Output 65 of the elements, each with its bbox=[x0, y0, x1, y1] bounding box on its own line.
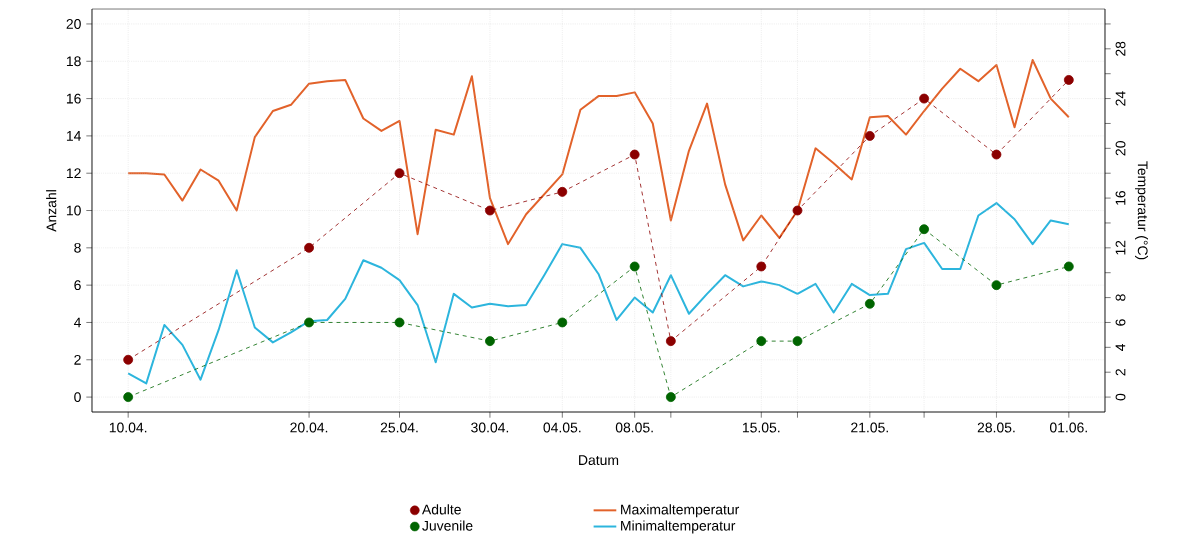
y-tick-label: 6 bbox=[74, 280, 81, 291]
x-tick-label: 20.04. bbox=[290, 422, 328, 433]
point bbox=[756, 336, 767, 347]
x-tick-label: 25.04. bbox=[380, 422, 418, 433]
y2-tick-label: 24 bbox=[1115, 91, 1126, 106]
y2-tick-label: 4 bbox=[1115, 343, 1126, 351]
point bbox=[756, 261, 767, 272]
legend-label: Maximaltemperatur bbox=[621, 504, 740, 518]
y-tick-label: 12 bbox=[66, 168, 81, 179]
point bbox=[792, 205, 803, 216]
x-tick-label: 21.05. bbox=[851, 422, 888, 433]
y-tick-label: 0 bbox=[74, 392, 81, 403]
point bbox=[304, 317, 314, 328]
y-tick-label: 20 bbox=[66, 19, 81, 29]
legend-label: Adulte bbox=[421, 504, 461, 515]
y2-tick-label: 12 bbox=[1115, 240, 1126, 255]
x-tick-label: 08.05. bbox=[615, 422, 653, 433]
point bbox=[919, 93, 930, 104]
y2-tick-label: 2 bbox=[1115, 369, 1126, 376]
y2-tick-label: 16 bbox=[1115, 190, 1126, 205]
x-tick-label: 15.05. bbox=[742, 422, 780, 433]
x-tick-label: 04.05. bbox=[543, 422, 581, 433]
y2-tick-label: 8 bbox=[1115, 294, 1126, 301]
y2-tick-label: 20 bbox=[1115, 141, 1126, 156]
y-tick-label: 14 bbox=[66, 131, 81, 141]
point bbox=[864, 298, 875, 309]
point bbox=[665, 336, 676, 347]
point bbox=[629, 261, 640, 272]
y2-axis-title: Temperatur (°C) bbox=[1135, 161, 1149, 260]
point bbox=[792, 336, 803, 347]
point bbox=[991, 149, 1002, 160]
y2-tick-label: 0 bbox=[1115, 393, 1126, 401]
y-tick-label: 10 bbox=[66, 205, 81, 216]
point bbox=[1063, 261, 1074, 272]
point bbox=[123, 354, 134, 365]
y-axis-title: Anzahl bbox=[46, 190, 57, 232]
point bbox=[557, 317, 568, 328]
x-tick-label: 01.06. bbox=[1049, 422, 1087, 433]
point bbox=[123, 392, 134, 403]
y-tick-label: 18 bbox=[66, 56, 81, 67]
point bbox=[629, 149, 640, 160]
x-axis-title: Datum bbox=[579, 455, 619, 466]
legend-label: Minimaltemperatur bbox=[621, 520, 736, 534]
point bbox=[991, 280, 1002, 291]
x-tick-label: 10.04. bbox=[109, 422, 147, 433]
point bbox=[304, 242, 314, 253]
point bbox=[1063, 75, 1074, 85]
x-tick-label: 28.05. bbox=[977, 422, 1015, 433]
point bbox=[557, 186, 568, 197]
line-series bbox=[127, 202, 1070, 385]
y2-tick-label: 6 bbox=[1115, 319, 1126, 326]
y-tick-label: 16 bbox=[66, 93, 81, 104]
y-tick-label: 2 bbox=[74, 354, 81, 365]
point bbox=[864, 130, 875, 141]
point bbox=[919, 224, 930, 235]
point bbox=[485, 205, 495, 216]
y2-tick-label: 28 bbox=[1115, 41, 1126, 56]
point bbox=[665, 392, 676, 403]
point bbox=[485, 336, 495, 347]
point bbox=[394, 168, 405, 179]
y-tick-label: 4 bbox=[73, 317, 81, 328]
legend-label: Juvenile bbox=[422, 520, 473, 531]
y-tick-label: 8 bbox=[74, 242, 81, 253]
x-tick-label: 30.04. bbox=[471, 422, 509, 433]
point bbox=[394, 317, 405, 328]
